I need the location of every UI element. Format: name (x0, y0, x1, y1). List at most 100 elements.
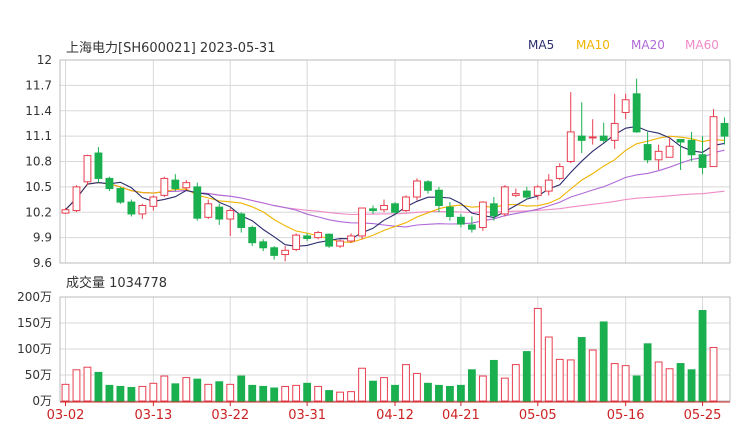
volume-bar (182, 377, 191, 402)
volume-bar (478, 375, 487, 402)
x-tick-label: 03-22 (211, 408, 249, 423)
candle-body (544, 179, 553, 192)
candle-body (171, 179, 180, 190)
volume-bar (654, 361, 663, 402)
volume-bar (314, 385, 323, 402)
volume-bar (511, 364, 520, 402)
candle-body (369, 208, 377, 212)
volume-bar (500, 377, 509, 402)
candle-body (226, 210, 235, 220)
volume-bar (610, 363, 619, 402)
candle-body (500, 186, 509, 215)
volume-tick-label: 150万 (17, 316, 52, 330)
price-tick-label: 11.4 (25, 104, 52, 118)
candle-body (259, 241, 268, 249)
volume-bar (566, 359, 575, 402)
candle-body (72, 186, 81, 212)
candle-body (424, 181, 432, 191)
price-tick-label: 10.2 (25, 205, 52, 219)
price-tick-label: 11.1 (25, 129, 52, 143)
volume-bar (402, 364, 410, 402)
candle-body (105, 177, 114, 190)
candle-body (467, 224, 476, 230)
volume-bar (193, 378, 202, 402)
price-tick-label: 11.7 (25, 78, 52, 92)
price-tick-label: 9.9 (33, 231, 52, 245)
volume-bar (391, 384, 399, 402)
volume-bar (380, 377, 388, 402)
volume-bar (226, 383, 235, 402)
volume-bar (336, 391, 344, 402)
volume-bar (259, 385, 268, 402)
candle-body (577, 135, 586, 141)
legend-item-ma5: MA5 (528, 38, 555, 52)
candle-body (555, 166, 564, 179)
volume-bar (413, 372, 421, 402)
candle-body (599, 135, 608, 141)
volume-bar (676, 363, 685, 402)
candle-body (237, 213, 246, 228)
candle-body (676, 139, 685, 143)
volume-bar (533, 307, 542, 402)
candle-body (61, 209, 70, 214)
volume-bar (292, 384, 301, 402)
volume-bar (72, 369, 81, 402)
volume-bar (248, 384, 257, 402)
candle-body (160, 177, 169, 196)
volume-bar (555, 358, 564, 402)
volume-bar (446, 385, 454, 402)
volume-bar (138, 385, 147, 402)
volume-tick-label: 50万 (25, 368, 52, 382)
candle-body (478, 201, 487, 228)
candle-body (511, 193, 520, 196)
candle-body (281, 249, 290, 256)
legend-item-ma10: MA10 (576, 38, 610, 52)
candle-body (588, 136, 597, 139)
candle-body (325, 233, 334, 247)
legend-item-ma20: MA20 (631, 38, 665, 52)
price-tick-label: 12 (37, 53, 52, 67)
candle-body (215, 206, 224, 220)
volume-tick-label: 100万 (17, 342, 52, 356)
volume-bar (303, 382, 312, 402)
x-tick-label: 03-02 (47, 408, 85, 423)
x-tick-label: 03-13 (134, 408, 172, 423)
candle-body (336, 240, 344, 247)
volume-title: 成交量 1034778 (66, 276, 168, 291)
candle-body (248, 226, 257, 244)
candle-body (127, 201, 136, 215)
volume-bar (435, 384, 443, 402)
volume-bar (149, 382, 158, 402)
candle-body (456, 216, 465, 225)
candle-body (522, 190, 531, 198)
volume-bar (116, 385, 125, 402)
volume-bar (599, 321, 608, 402)
volume-bar (687, 369, 696, 402)
volume-bar (369, 380, 377, 402)
candle-body (358, 207, 366, 237)
volume-bar (424, 382, 432, 402)
candle-body (83, 155, 92, 183)
volume-bar (577, 337, 586, 402)
candle-body (347, 235, 355, 242)
candle-body (610, 122, 619, 141)
candle-body (654, 150, 663, 161)
volume-bar (347, 391, 355, 402)
volume-bar (215, 381, 224, 402)
volume-bar (643, 343, 652, 402)
volume-bar (171, 383, 180, 402)
candle-body (193, 186, 202, 219)
candle-body (182, 182, 191, 189)
candle-body (632, 93, 641, 133)
candle-body (687, 139, 696, 156)
candle-body (446, 206, 454, 217)
volume-bar (237, 375, 246, 402)
volume-bar (632, 375, 641, 402)
candle-body (138, 204, 147, 215)
candle-body (314, 232, 323, 239)
price-frame (59, 59, 731, 264)
volume-bar (588, 349, 597, 402)
volume-bar (127, 386, 136, 402)
